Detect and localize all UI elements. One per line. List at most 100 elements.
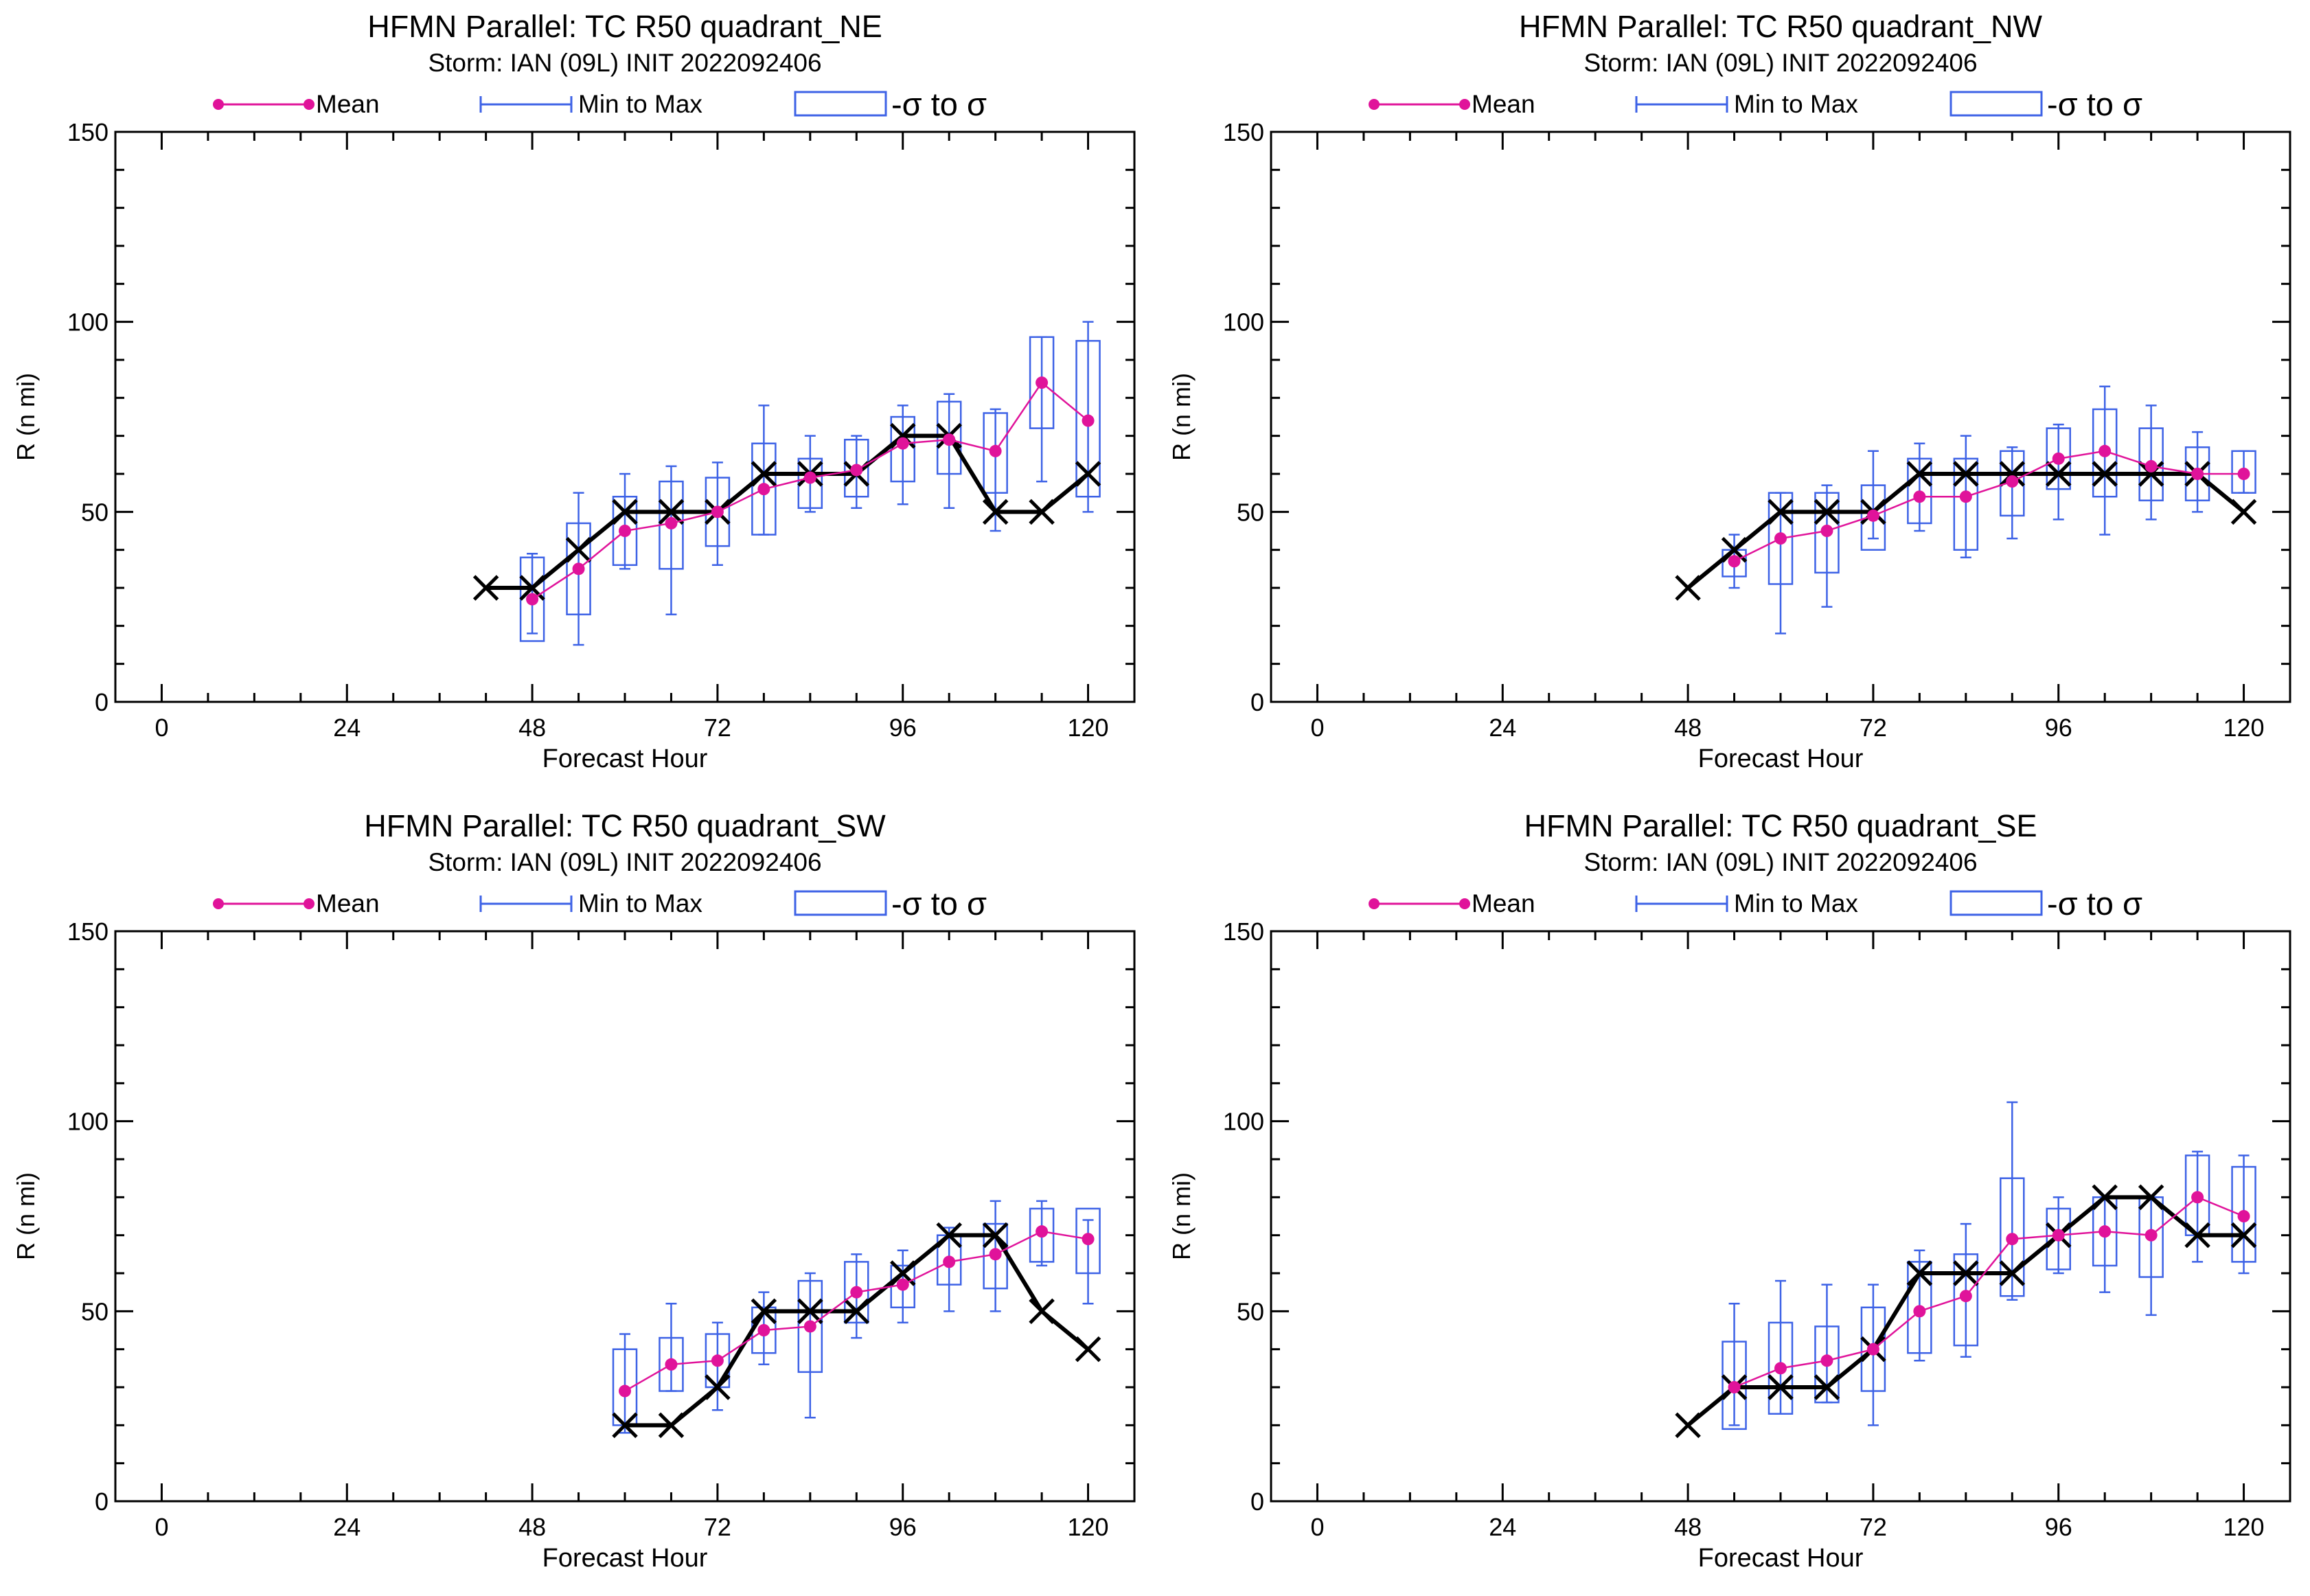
observed-marker	[705, 1374, 731, 1400]
mean-point	[665, 516, 678, 529]
y-tick-label: 0	[95, 1487, 108, 1516]
x-tick-label: 96	[2045, 1513, 2072, 1541]
mean-point	[711, 505, 724, 518]
y-axis: 0 50 100 150 R (n mi)	[1167, 118, 2290, 716]
legend-sigma-box	[1949, 91, 2043, 117]
legend-mean-marker	[213, 898, 224, 909]
observed-marker	[658, 1412, 685, 1439]
observed-marker	[1814, 499, 1840, 525]
chart-subtitle: Storm: IAN (09L) INIT 2022092406	[428, 848, 821, 876]
mean-point	[1774, 532, 1787, 545]
observed-series	[612, 1222, 1101, 1439]
legend-mean-label: Mean	[1472, 90, 1535, 118]
legend-mean-label: Mean	[1472, 889, 1535, 917]
x-tick-label: 72	[1860, 714, 1887, 742]
observed-marker	[565, 536, 592, 563]
observed-marker	[1075, 461, 1101, 487]
observed-marker	[1029, 499, 1055, 525]
x-axis: 0 24 48 72 96 120 Forecast Hour	[1310, 132, 2265, 773]
mean-point	[850, 1286, 863, 1299]
mean-point	[2006, 475, 2019, 488]
sigma-box	[659, 1336, 684, 1392]
x-tick-label: 24	[333, 714, 361, 742]
mean-point	[2191, 1191, 2204, 1204]
chart-title: HFMN Parallel: TC R50 quadrant_NE	[367, 9, 882, 44]
mean-point	[1774, 1362, 1787, 1375]
mean-series	[619, 1225, 1095, 1398]
sigma-box	[612, 495, 638, 567]
x-tick-label: 48	[518, 1513, 546, 1541]
sigma-box	[2231, 450, 2256, 494]
sigma-box	[566, 522, 591, 615]
mean-point	[526, 593, 539, 606]
observed-marker	[1906, 1260, 1933, 1286]
sigma-box	[1860, 1306, 1886, 1392]
mean-point	[2237, 1210, 2250, 1222]
legend-mean-marker	[304, 99, 315, 110]
y-tick-label: 50	[81, 1297, 108, 1325]
legend-mean-marker	[213, 99, 224, 110]
sigma-box	[2000, 1177, 2025, 1297]
mean-point	[1082, 1233, 1095, 1246]
observed-marker	[519, 575, 545, 601]
chart-title: HFMN Parallel: TC R50 quadrant_NW	[1519, 9, 2042, 44]
observed-marker	[472, 575, 499, 601]
mean-point	[757, 483, 770, 496]
x-axis-label: Forecast Hour	[542, 744, 708, 773]
mean-point	[619, 525, 631, 537]
observed-marker	[612, 1412, 638, 1439]
observed-marker	[1768, 499, 1794, 525]
x-tick-label: 0	[155, 1513, 168, 1541]
mean-point	[943, 433, 956, 446]
observed-marker	[2184, 1222, 2210, 1249]
sigma-box	[1907, 457, 1932, 525]
y-tick-label: 50	[81, 498, 108, 526]
sigma-box	[890, 415, 915, 483]
observed-marker	[1814, 1374, 1840, 1400]
mean-series	[1728, 1191, 2250, 1393]
mean-point	[665, 1358, 678, 1371]
sigma-box	[1814, 1325, 1840, 1404]
sigma-box	[1075, 340, 1101, 498]
legend-sigma-label: -σ to σ	[891, 86, 987, 122]
mean-point	[1728, 555, 1741, 568]
y-axis: 0 50 100 150 R (n mi)	[12, 917, 1134, 1516]
y-tick-label: 100	[1223, 1108, 1264, 1136]
chart-panel-4: HFMN Parallel: TC R50 quadrant_SE Storm: …	[1167, 808, 2291, 1573]
x-tick-label: 120	[2223, 714, 2265, 742]
mean-point	[711, 1354, 724, 1367]
observed-marker	[751, 1298, 777, 1325]
mean-point	[896, 1278, 909, 1291]
x-tick-label: 96	[889, 1513, 917, 1541]
observed-marker	[2230, 499, 2257, 525]
sigma-box	[1029, 336, 1055, 429]
y-tick-label: 0	[1250, 688, 1264, 716]
legend-minmax-label: Min to Max	[578, 90, 702, 118]
sigma-box	[797, 1279, 823, 1373]
observed-marker	[797, 1298, 823, 1325]
mean-point	[2237, 468, 2250, 480]
observed-marker	[843, 1298, 870, 1325]
y-tick-label: 50	[1237, 498, 1264, 526]
sigma-box	[1860, 484, 1886, 551]
x-tick-label: 72	[704, 1513, 731, 1541]
observed-series	[1675, 1184, 2257, 1439]
mean-point	[1959, 1290, 1972, 1303]
observed-marker	[1768, 1374, 1794, 1400]
observed-marker	[2138, 1184, 2164, 1211]
mean-point	[619, 1384, 631, 1398]
legend-mean-label: Mean	[316, 889, 380, 917]
observed-series	[1675, 461, 2257, 601]
y-axis: 0 50 100 150 R (n mi)	[1167, 917, 2290, 1516]
observed-marker	[1675, 1412, 1701, 1439]
mean-point	[803, 471, 816, 484]
x-tick-label: 48	[1674, 714, 1702, 742]
mean-point	[943, 1255, 956, 1268]
mean-point	[1036, 1225, 1049, 1238]
sigma-box	[1953, 457, 1979, 551]
observed-marker	[1721, 536, 1748, 563]
observed-marker	[612, 499, 638, 525]
mean-point	[803, 1320, 816, 1333]
legend-mean-marker	[1459, 898, 1470, 909]
